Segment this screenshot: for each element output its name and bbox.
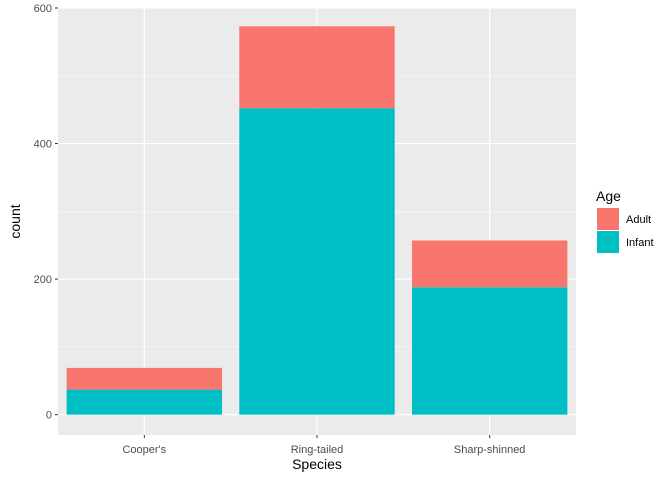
legend-key-adult bbox=[597, 208, 619, 230]
legend-label-infant: Infant bbox=[626, 237, 654, 249]
y-axis-ticks: 0 200 400 600 bbox=[34, 3, 58, 422]
x-axis-ticks: Cooper's Ring-tailed Sharp-shinned bbox=[122, 435, 525, 456]
y-tick-label: 600 bbox=[34, 3, 52, 15]
y-tick-label: 200 bbox=[34, 274, 52, 286]
bar-infant-sharp-shinned bbox=[411, 287, 568, 415]
bars bbox=[66, 26, 568, 415]
legend-label-adult: Adult bbox=[626, 214, 651, 226]
bar-infant-cooper-s bbox=[66, 389, 223, 415]
x-axis-title: Species bbox=[292, 456, 342, 472]
legend: Age Adult Infant bbox=[596, 188, 654, 253]
legend-title: Age bbox=[596, 188, 621, 204]
bar-adult-sharp-shinned bbox=[411, 240, 568, 288]
y-tick-label: 400 bbox=[34, 139, 52, 151]
y-tick-label: 0 bbox=[46, 410, 52, 422]
y-axis-title: count bbox=[7, 204, 23, 238]
x-tick-label: Cooper's bbox=[122, 444, 166, 456]
legend-key-infant bbox=[597, 231, 619, 253]
x-tick-label: Ring-tailed bbox=[291, 444, 344, 456]
x-tick-label: Sharp-shinned bbox=[454, 444, 526, 456]
bar-adult-ring-tailed bbox=[239, 26, 395, 109]
bar-adult-cooper-s bbox=[66, 367, 223, 390]
bar-infant-ring-tailed bbox=[239, 108, 395, 415]
